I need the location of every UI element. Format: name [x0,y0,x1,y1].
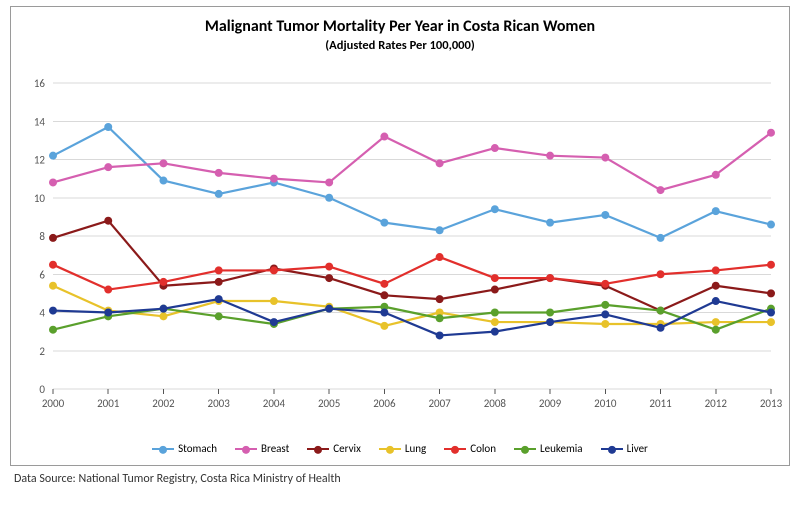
chart-plot-area: 0 2 4 6 8 10 12 14 16 2000 2001 2002 2003 2004 2005 200… [11,77,789,417]
legend-swatch-cervix [307,448,329,450]
svg-text:2011: 2011 [649,397,672,410]
svg-text:2: 2 [39,345,45,358]
svg-text:2007: 2007 [428,397,451,410]
svg-text:2004: 2004 [263,397,286,410]
svg-text:2001: 2001 [97,397,120,410]
legend-label-lung: Lung [405,442,426,455]
chart-legend: Stomach Breast Cervix Lung Colon Leukemia Live… [11,442,789,455]
svg-text:2012: 2012 [705,397,728,410]
legend-label-stomach: Stomach [178,442,217,455]
legend-swatch-stomach [152,448,174,450]
line-chart-svg: 0 2 4 6 8 10 12 14 16 2000 2001 2002 2003 2004 2005 200… [11,77,789,417]
svg-text:2000: 2000 [42,397,65,410]
svg-text:6: 6 [39,268,45,281]
chart-frame: Malignant Tumor Mortality Per Year in Co… [10,6,790,466]
svg-text:2008: 2008 [484,397,507,410]
legend-label-breast: Breast [261,442,289,455]
svg-text:14: 14 [34,115,46,128]
svg-text:2006: 2006 [373,397,396,410]
svg-text:2010: 2010 [594,397,617,410]
svg-text:0: 0 [39,383,45,396]
svg-text:2013: 2013 [760,397,783,410]
svg-text:8: 8 [39,230,45,243]
legend-swatch-leukemia [514,448,536,450]
legend-label-leukemia: Leukemia [540,442,583,455]
legend-swatch-breast [235,448,257,450]
svg-text:10: 10 [34,192,46,205]
legend-label-colon: Colon [470,442,496,455]
legend-item-liver: Liver [601,442,648,455]
legend-swatch-colon [444,448,466,450]
svg-text:2002: 2002 [152,397,175,410]
svg-text:12: 12 [34,154,46,167]
chart-title: Malignant Tumor Mortality Per Year in Co… [11,17,789,36]
legend-item-colon: Colon [444,442,496,455]
chart-subtitle: (Adjusted Rates Per 100,000) [11,38,789,53]
legend-item-leukemia: Leukemia [514,442,583,455]
svg-text:2005: 2005 [318,397,340,410]
legend-swatch-liver [601,448,623,450]
legend-item-lung: Lung [379,442,426,455]
svg-text:4: 4 [39,307,45,320]
legend-label-cervix: Cervix [333,442,361,455]
svg-text:2003: 2003 [208,397,231,410]
legend-item-breast: Breast [235,442,289,455]
legend-swatch-lung [379,448,401,450]
svg-text:2009: 2009 [539,397,562,410]
legend-item-stomach: Stomach [152,442,217,455]
legend-item-cervix: Cervix [307,442,361,455]
data-source-label: Data Source: National Tumor Registry, Co… [14,472,800,486]
svg-text:16: 16 [34,77,46,90]
legend-label-liver: Liver [627,442,648,455]
